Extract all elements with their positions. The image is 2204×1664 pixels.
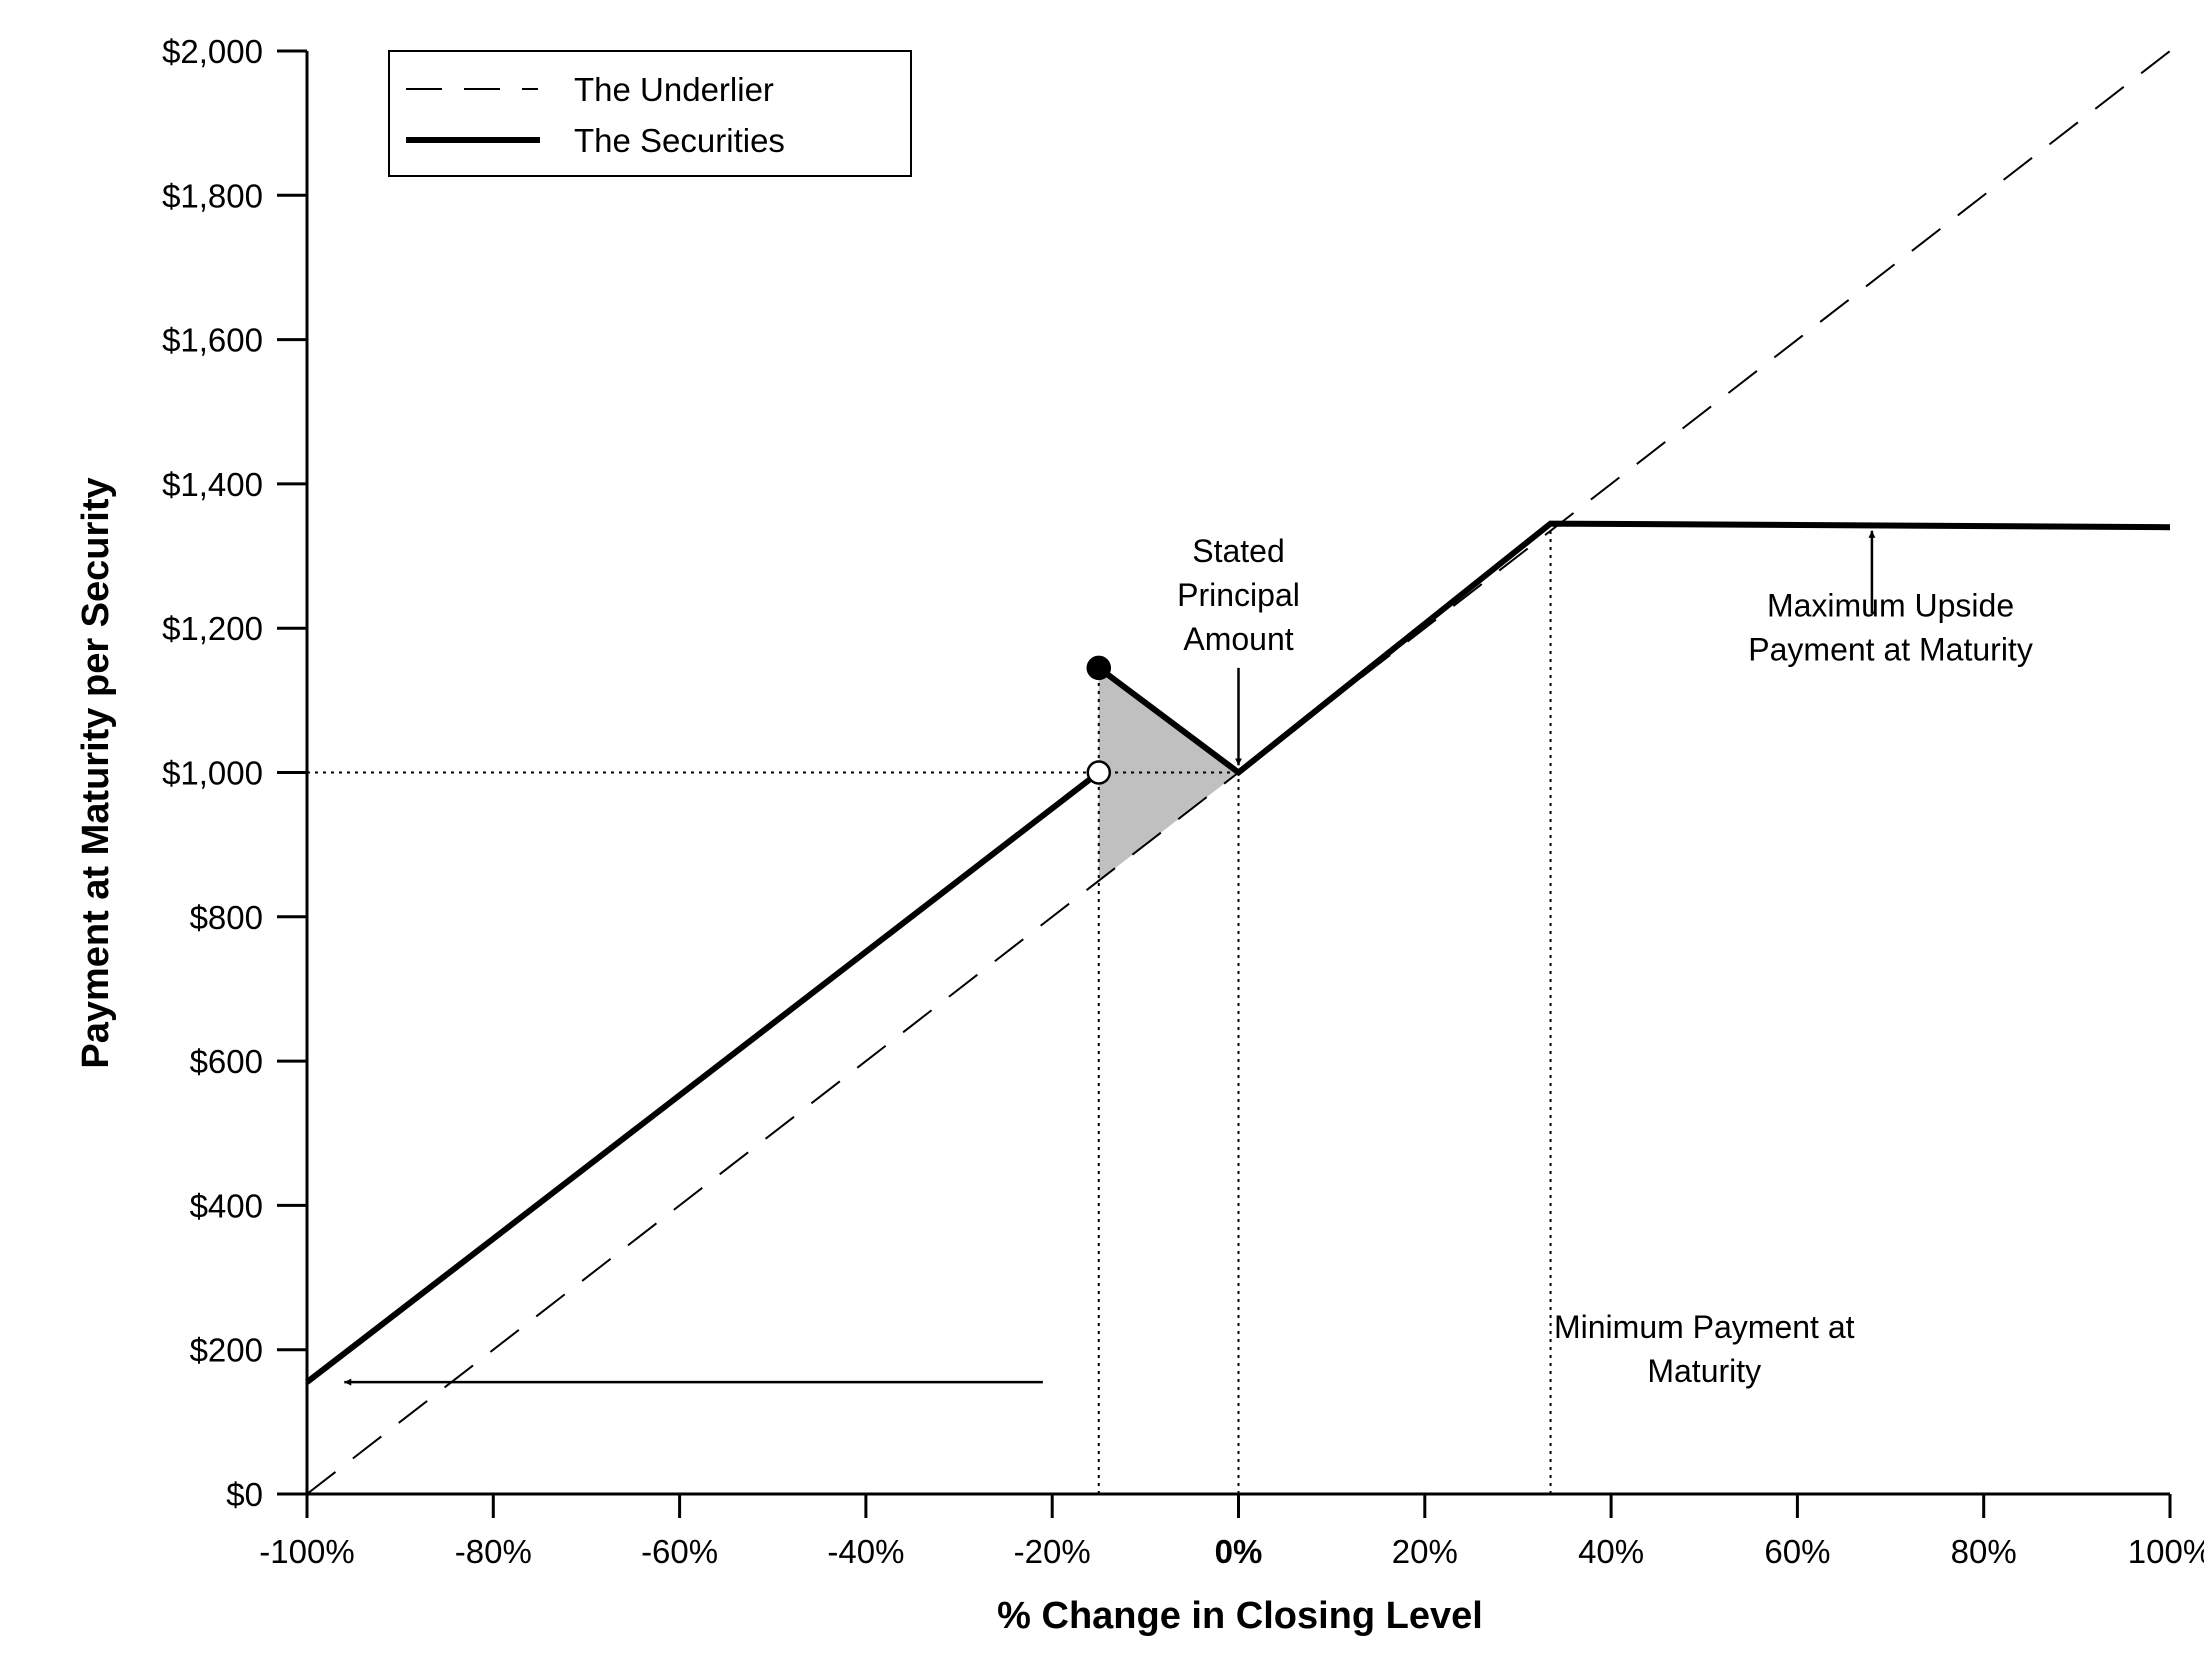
filled-marker-0 [1086, 655, 1112, 681]
x-tick-label-7: 40% [1578, 1533, 1644, 1570]
reference-lines-layer [307, 523, 1552, 1494]
y-axis-title: Payment at Maturity per Security [75, 477, 117, 1068]
annotation-text-0-line-2: Amount [1183, 621, 1293, 657]
legend-box [388, 50, 912, 177]
annotation-text-0-line-1: Principal [1177, 577, 1300, 613]
y-tick-label-8: $1,600 [162, 322, 263, 359]
x-tick-label-1: -80% [455, 1533, 532, 1570]
y-tick-label-1: $200 [190, 1332, 263, 1369]
y-tick-label-10: $2,000 [162, 33, 263, 70]
x-tick-label-0: -100% [259, 1533, 354, 1570]
x-tick-label-10: 100% [2128, 1533, 2204, 1570]
y-tick-label-7: $1,400 [162, 466, 263, 503]
y-tick-label-3: $600 [190, 1043, 263, 1080]
annotation-text-2: Minimum Payment at Maturity [1554, 1309, 1855, 1389]
legend: The Underlier The Securities [388, 50, 912, 177]
annotation-text-2-line-1: Maturity [1647, 1353, 1761, 1389]
annotation-text-0: Stated Principal Amount [1177, 533, 1300, 657]
open-marker-1 [1086, 760, 1112, 785]
x-tick-label-2: -60% [641, 1533, 718, 1570]
annotation-text-1: Maximum Upside Payment at Maturity [1748, 588, 2033, 668]
annotation-text-0-line-0: Stated [1192, 533, 1285, 569]
axes-layer: $0 $200 $400 $600 $800 $1,000 $1,200 $1,400 $1,6… [162, 33, 2204, 1570]
y-tick-label-5: $1,000 [162, 755, 263, 792]
series-line-securities-segment-1 [1096, 520, 2171, 777]
y-tick-label-9: $1,800 [162, 177, 263, 214]
y-tick-label-6: $1,200 [162, 610, 263, 647]
legend-label-underlier: The Underlier [574, 71, 774, 108]
x-axis-title: % Change in Closing Level [997, 1595, 1483, 1637]
shaded-region [1098, 667, 1239, 881]
annotations-layer: Stated Principal Amount Maximum Upside Payme… [344, 530, 2033, 1389]
series-layer [305, 50, 2171, 1495]
x-tick-label-5: 0% [1215, 1533, 1263, 1570]
annotation-text-1-line-1: Payment at Maturity [1748, 632, 2033, 668]
x-tick-label-4: -20% [1014, 1533, 1091, 1570]
x-tick-label-3: -40% [827, 1533, 904, 1570]
shaded-region-layer [1098, 667, 1239, 881]
y-tick-label-2: $400 [190, 1187, 263, 1224]
x-tick-label-8: 60% [1764, 1533, 1830, 1570]
annotation-text-1-line-0: Maximum Upside [1767, 588, 2014, 624]
series-line-securities-segment-0 [305, 770, 1101, 1385]
x-tick-label-6: 20% [1392, 1533, 1458, 1570]
x-tick-label-9: 80% [1951, 1533, 2017, 1570]
annotation-text-2-line-0: Minimum Payment at [1554, 1309, 1855, 1345]
y-tick-label-4: $800 [190, 899, 263, 936]
y-tick-label-0: $0 [226, 1476, 263, 1513]
legend-label-securities: The Securities [574, 122, 785, 159]
